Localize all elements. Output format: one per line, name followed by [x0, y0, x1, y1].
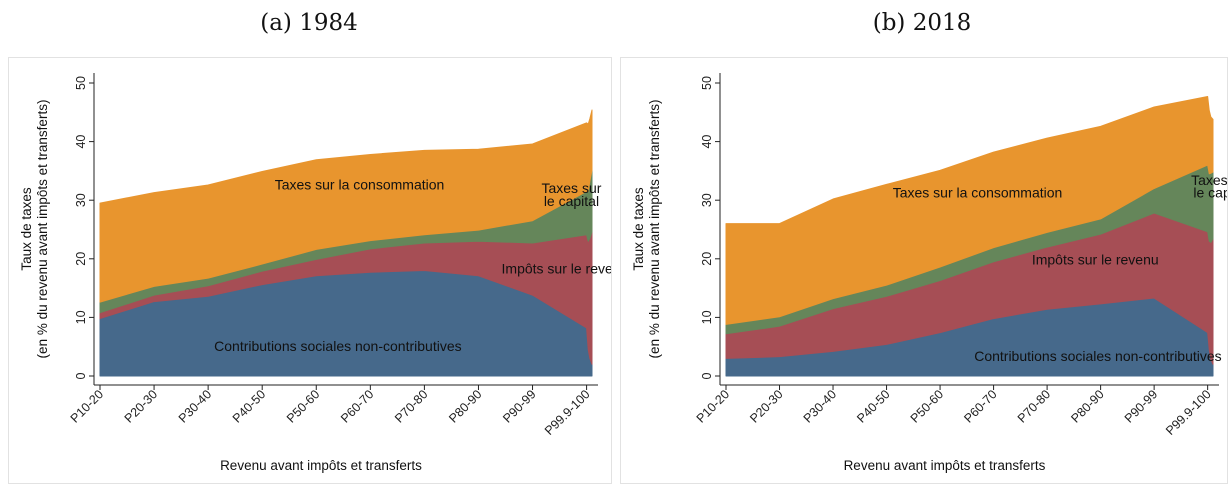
x-tick-label: P70-80 — [1015, 387, 1053, 425]
area-label-social: Contributions sociales non-contributives — [214, 338, 461, 354]
area-label-social: Contributions sociales non-contributives — [974, 348, 1221, 364]
y-tick-label: 20 — [700, 252, 714, 266]
y-tick-label: 50 — [700, 76, 714, 90]
panel-caption-2018: (b) 2018 — [872, 10, 972, 36]
area-label-capital: Taxes sur — [1191, 172, 1227, 188]
y-axis-title: Taux de taxes — [631, 187, 646, 271]
area-label-capital: le capital — [1193, 184, 1227, 200]
area-consumption — [725, 95, 1214, 325]
y-tick-label: 20 — [74, 252, 88, 266]
y-tick-label: 10 — [700, 310, 714, 324]
y-tick-label: 50 — [74, 76, 88, 90]
area-chart-1984: Contributions sociales non-contributives… — [19, 73, 611, 473]
x-tick-label: P30-40 — [801, 387, 839, 425]
chart-panel-2018: Contributions sociales non-contributives… — [620, 57, 1228, 484]
x-tick-label: P10-20 — [694, 387, 732, 425]
x-tick-label: P70-80 — [392, 387, 430, 425]
area-chart-2018: Contributions sociales non-contributives… — [631, 73, 1227, 473]
x-tick-label: P40-50 — [230, 387, 268, 425]
x-tick-label: P90-99 — [500, 387, 538, 425]
x-tick-label: P60-70 — [338, 387, 376, 425]
y-tick-label: 30 — [74, 193, 88, 207]
y-axis-title: Taux de taxes — [19, 187, 34, 271]
x-tick-label: P80-90 — [446, 387, 484, 425]
x-axis-title: Revenu avant impôts et transferts — [220, 458, 422, 473]
y-tick-label: 10 — [74, 310, 88, 324]
panel-caption-1984: (a) 1984 — [260, 10, 358, 36]
chart-panel-1984: Contributions sociales non-contributives… — [8, 57, 612, 484]
y-tick-label: 0 — [700, 372, 714, 379]
x-tick-label: P50-60 — [284, 387, 322, 425]
area-consumption — [99, 109, 593, 303]
x-tick-label: P90-99 — [1122, 387, 1160, 425]
x-tick-label: P50-60 — [908, 387, 946, 425]
x-tick-label: P80-90 — [1068, 387, 1106, 425]
y-tick-label: 40 — [74, 135, 88, 149]
x-tick-label: P40-50 — [854, 387, 892, 425]
y-tick-label: 40 — [700, 135, 714, 149]
x-tick-label: P20-30 — [747, 387, 785, 425]
x-axis-title: Revenu avant impôts et transferts — [844, 458, 1046, 473]
x-tick-label: P10-20 — [68, 387, 106, 425]
x-tick-label: P30-40 — [176, 387, 214, 425]
x-tick-label: P60-70 — [961, 387, 999, 425]
y-axis-subtitle: (en % du revenu avant impôts et transfer… — [35, 100, 50, 359]
x-tick-label: P20-30 — [122, 387, 160, 425]
area-label-income: Impôts sur le revenu — [502, 260, 611, 276]
y-axis-subtitle: (en % du revenu avant impôts et transfer… — [647, 100, 662, 359]
y-tick-label: 0 — [74, 372, 88, 379]
area-label-consumption: Taxes sur la consommation — [275, 177, 445, 193]
x-tick-label: P99.9-100 — [542, 387, 593, 438]
area-label-income: Impôts sur le revenu — [1032, 252, 1159, 268]
area-label-consumption: Taxes sur la consommation — [893, 184, 1063, 200]
area-label-capital: Taxes sur — [541, 180, 601, 196]
x-tick-label: P99.9-100 — [1163, 387, 1214, 438]
area-label-capital: le capital — [544, 193, 599, 209]
y-tick-label: 30 — [700, 193, 714, 207]
